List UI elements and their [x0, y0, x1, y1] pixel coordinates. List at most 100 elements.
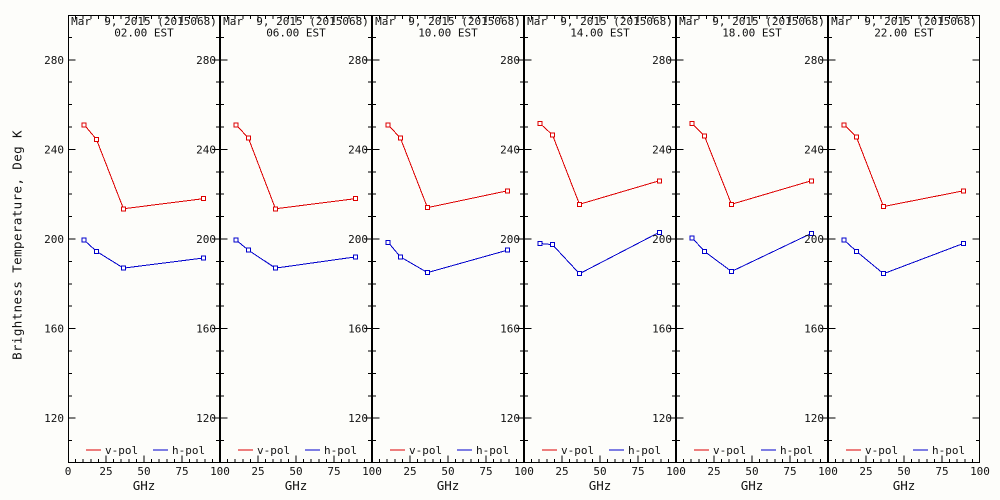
x-tick-label: 25 — [99, 465, 112, 478]
y-tick-label: 120 — [44, 412, 64, 425]
x-tick-label: 25 — [251, 465, 264, 478]
h-pol-line — [843, 239, 964, 275]
v-pol-line — [83, 124, 204, 210]
x-tick-label: 50 — [289, 465, 302, 478]
y-tick-label: 160 — [44, 323, 64, 336]
v-pol-marker — [424, 205, 430, 211]
x-tick-label: 75 — [479, 465, 492, 478]
panel-title-time: 22.00 EST — [874, 27, 934, 40]
panel-title-time: 10.00 EST — [418, 27, 478, 40]
x-tick-label: 50 — [137, 465, 150, 478]
h-pol-marker — [656, 229, 662, 235]
h-pol-marker — [385, 239, 391, 245]
h-pol-marker — [549, 242, 555, 248]
panel-title-date: Mar 9, 2015 (2015068) — [223, 15, 369, 28]
h-pol-marker — [960, 240, 966, 246]
h-pol-marker — [504, 247, 510, 253]
y-tick-label: 120 — [500, 412, 520, 425]
x-tick-label: 75 — [175, 465, 188, 478]
panel-title-date: Mar 9, 2015 (2015068) — [375, 15, 521, 28]
x-tick-label: 50 — [441, 465, 454, 478]
legend-label-h-pol: h-pol — [932, 444, 965, 457]
x-axis-title: GHz — [893, 478, 916, 493]
h-pol-marker — [880, 271, 886, 277]
y-tick-label: 280 — [652, 54, 672, 67]
y-tick-label: 240 — [804, 143, 824, 156]
h-pol-line — [83, 239, 204, 269]
y-tick-label: 240 — [500, 143, 520, 156]
panel-2: 280 240 200 160 120 25 50 75 100 GHz Mar 9, 2015 (… — [196, 15, 382, 493]
y-tick-label: 280 — [500, 54, 520, 67]
y-tick-label: 240 — [348, 143, 368, 156]
y-tick-label: 200 — [652, 233, 672, 246]
h-pol-marker — [200, 255, 206, 261]
panel-title-time: 02.00 EST — [114, 27, 174, 40]
panel-title-time: 14.00 EST — [570, 27, 630, 40]
h-pol-marker — [689, 235, 695, 241]
x-tick-label: 100 — [210, 465, 230, 478]
v-pol-marker — [960, 188, 966, 194]
y-tick-label: 200 — [804, 233, 824, 246]
x-axis-title: GHz — [589, 478, 612, 493]
v-pol-marker — [689, 121, 695, 127]
h-pol-marker — [808, 230, 814, 236]
legend-label-v-pol: v-pol — [713, 444, 746, 457]
h-pol-marker — [352, 254, 358, 260]
plot-border — [828, 15, 980, 463]
x-tick-label: 100 — [818, 465, 838, 478]
x-tick-label: 0 — [65, 465, 72, 478]
v-pol-line — [691, 123, 812, 205]
y-tick-label: 240 — [652, 143, 672, 156]
y-tick-label: 200 — [500, 233, 520, 246]
panel-title-date: Mar 9, 2015 (2015068) — [679, 15, 825, 28]
legend-label-v-pol: v-pol — [865, 444, 898, 457]
x-tick-label: 100 — [514, 465, 534, 478]
h-pol-line — [691, 232, 812, 273]
panel-title-date: Mar 9, 2015 (2015068) — [527, 15, 673, 28]
h-pol-marker — [233, 237, 239, 243]
v-pol-marker — [576, 201, 582, 207]
v-pol-marker — [385, 122, 391, 128]
y-tick-label: 280 — [348, 54, 368, 67]
h-pol-marker — [728, 268, 734, 274]
v-pol-line — [387, 124, 508, 209]
h-pol-marker — [93, 248, 99, 254]
y-tick-label: 160 — [348, 323, 368, 336]
y-axis-title: Brightness Temperature, Deg K — [9, 130, 25, 360]
x-tick-label: 25 — [859, 465, 872, 478]
y-tick-label: 160 — [652, 323, 672, 336]
panel-3: 280 240 200 160 120 25 50 75 100 GHz Mar 9, 2015 (… — [348, 15, 534, 493]
h-pol-marker — [397, 254, 403, 260]
panel-5: 280 240 200 160 120 25 50 75 100 GHz Mar 9, 2015 (… — [652, 15, 838, 493]
v-pol-line — [235, 124, 356, 210]
y-tick-label: 280 — [44, 54, 64, 67]
y-tick-label: 160 — [500, 323, 520, 336]
x-axis-title: GHz — [437, 478, 460, 493]
x-tick-label: 25 — [555, 465, 568, 478]
x-axis-title: GHz — [285, 478, 308, 493]
v-pol-marker — [841, 122, 847, 128]
panel-1: 280 240 200 160 120 0 25 50 75 100 GHz Mar 9, 2015 … — [44, 15, 230, 493]
v-pol-marker — [397, 135, 403, 141]
x-tick-label: 75 — [783, 465, 796, 478]
v-pol-line — [539, 123, 660, 205]
v-pol-marker — [352, 196, 358, 202]
y-tick-label: 120 — [196, 412, 216, 425]
h-pol-line — [540, 231, 660, 275]
panel-title-time: 18.00 EST — [722, 27, 782, 40]
v-pol-marker — [656, 178, 662, 184]
x-tick-label: 100 — [362, 465, 382, 478]
v-pol-marker — [701, 133, 707, 139]
x-tick-label: 75 — [935, 465, 948, 478]
x-tick-label: 100 — [970, 465, 990, 478]
v-pol-marker — [81, 122, 87, 128]
y-tick-label: 200 — [196, 233, 216, 246]
h-pol-marker — [424, 270, 430, 276]
v-pol-line — [843, 124, 964, 208]
h-pol-marker — [120, 265, 126, 271]
legend-label-v-pol: v-pol — [561, 444, 594, 457]
h-pol-line — [235, 239, 356, 269]
h-pol-marker — [537, 240, 543, 246]
y-tick-label: 240 — [196, 143, 216, 156]
